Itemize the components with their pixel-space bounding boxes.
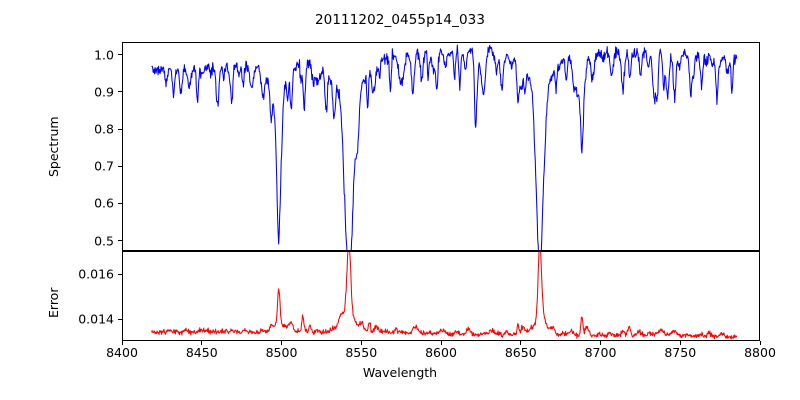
y-tick-label: 0.8 <box>94 121 114 137</box>
y-tick-mark <box>118 318 122 321</box>
error-axis-label: Error <box>46 287 61 318</box>
y-tick-label: 0.9 <box>94 84 114 100</box>
x-tick-label: 8500 <box>265 345 298 360</box>
y-tick-label: 0.016 <box>78 266 114 282</box>
spectrum-axis-label: Spectrum <box>46 116 61 177</box>
spectrum-plot-area <box>122 42 760 251</box>
x-tick-mark <box>360 341 362 345</box>
x-tick-mark <box>600 341 602 345</box>
error-plot-area <box>122 251 760 341</box>
x-tick-mark <box>121 341 123 345</box>
spectrum-line-series <box>123 43 759 250</box>
y-tick-mark <box>118 165 122 167</box>
x-tick-mark <box>679 341 681 345</box>
page-title: 20111202_0455p14_033 <box>314 12 486 28</box>
y-tick-label: 0.5 <box>94 233 114 249</box>
error-line-series <box>123 252 759 340</box>
x-tick-mark <box>520 341 522 345</box>
y-tick-label: 0.7 <box>94 158 114 174</box>
y-tick-mark <box>118 202 122 205</box>
x-tick-label: 8700 <box>584 345 617 360</box>
y-tick-mark <box>118 54 122 56</box>
y-tick-mark <box>118 91 122 93</box>
x-tick-label: 8750 <box>664 345 697 360</box>
x-tick-label: 8600 <box>425 345 457 360</box>
y-tick-label: 1.0 <box>94 47 114 63</box>
x-tick-mark <box>759 341 761 345</box>
y-tick-mark <box>118 240 122 242</box>
x-tick-mark <box>201 341 203 345</box>
x-tick-label: 8650 <box>504 345 537 360</box>
x-tick-label: 8800 <box>744 345 776 360</box>
x-tick-mark <box>281 341 283 345</box>
x-tick-label: 8450 <box>185 345 218 360</box>
y-tick-label: 0.014 <box>78 311 114 327</box>
x-axis-label: Wavelength <box>362 365 438 380</box>
y-tick-mark <box>118 273 122 275</box>
y-tick-mark <box>118 128 122 130</box>
x-tick-label: 8550 <box>345 345 378 360</box>
y-tick-label: 0.6 <box>94 195 114 211</box>
x-tick-label: 8400 <box>106 345 138 360</box>
x-tick-mark <box>440 341 442 345</box>
